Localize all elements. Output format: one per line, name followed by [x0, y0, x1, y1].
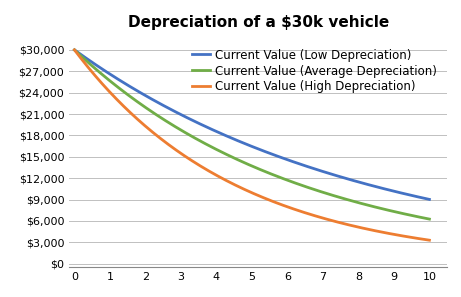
Current Value (Average Depreciation): [264, 170, 269, 174]
Title: Depreciation of a $30k vehicle: Depreciation of a $30k vehicle: [128, 15, 389, 30]
Current Value (Low Depreciation): [72, 48, 77, 52]
Current Value (High Depreciation): [427, 238, 432, 242]
Current Value (Low Depreciation): [283, 157, 289, 161]
Current Value (Average Depreciation): [418, 216, 424, 219]
Current Value (Average Depreciation): [240, 160, 246, 164]
Line: Current Value (Low Depreciation): Current Value (Low Depreciation): [75, 50, 430, 199]
Current Value (High Depreciation): [242, 188, 248, 192]
Current Value (Average Depreciation): [72, 48, 77, 52]
Current Value (High Depreciation): [418, 237, 424, 241]
Current Value (Average Depreciation): [363, 203, 368, 206]
Current Value (Average Depreciation): [283, 178, 289, 181]
Line: Current Value (Average Depreciation): Current Value (Average Depreciation): [75, 50, 430, 219]
Current Value (High Depreciation): [363, 227, 368, 230]
Current Value (Low Depreciation): [418, 196, 424, 199]
Current Value (Average Depreciation): [427, 217, 432, 221]
Current Value (Low Depreciation): [242, 142, 248, 146]
Current Value (Average Depreciation): [242, 161, 248, 165]
Current Value (High Depreciation): [72, 48, 77, 52]
Current Value (Low Depreciation): [264, 150, 269, 154]
Current Value (Low Depreciation): [363, 182, 368, 186]
Current Value (High Depreciation): [240, 187, 246, 191]
Current Value (High Depreciation): [283, 204, 289, 208]
Legend: Current Value (Low Depreciation), Current Value (Average Depreciation), Current : Current Value (Low Depreciation), Curren…: [188, 44, 441, 98]
Current Value (High Depreciation): [264, 197, 269, 201]
Current Value (Low Depreciation): [240, 141, 246, 145]
Line: Current Value (High Depreciation): Current Value (High Depreciation): [75, 50, 430, 240]
Current Value (Low Depreciation): [427, 198, 432, 201]
